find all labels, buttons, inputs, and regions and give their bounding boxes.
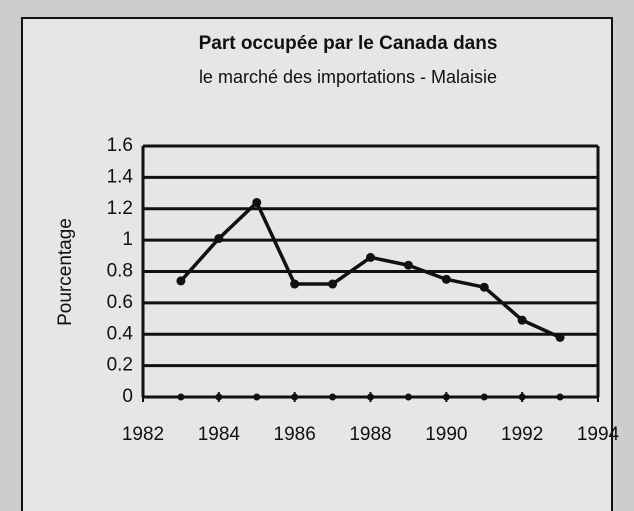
y-tick-label: 0.8: [107, 261, 133, 282]
y-tick-label: 0.4: [107, 323, 134, 344]
y-tick-label: 1.2: [107, 198, 133, 219]
x-axis-dot: [518, 393, 526, 401]
data-point: [366, 252, 375, 262]
x-axis-dot: [442, 393, 450, 401]
y-tick-label: 1.6: [107, 135, 133, 156]
data-point: [252, 197, 262, 207]
x-tick-label: 1988: [349, 424, 391, 445]
x-axis-dot: [404, 393, 412, 401]
data-point: [290, 279, 300, 289]
data-point: [214, 234, 224, 244]
x-tick-label: 1984: [198, 424, 241, 445]
chart-title: Part occupée par le Canada dans: [199, 33, 498, 54]
x-axis-dot: [329, 393, 337, 401]
data-point: [403, 260, 413, 270]
x-tick-label: 1992: [501, 424, 543, 445]
chart-frame: [21, 17, 613, 511]
data-point: [479, 282, 489, 292]
y-tick-label: 0.2: [107, 355, 133, 376]
x-axis-dot: [556, 393, 564, 401]
x-tick-label: 1990: [425, 424, 467, 445]
chart-subtitle: le marché des importations - Malaisie: [199, 67, 497, 87]
x-axis-dot: [367, 393, 374, 401]
y-axis-label: Pourcentage: [55, 218, 76, 326]
y-tick-label: 0.6: [107, 292, 133, 313]
x-tick-label: 1994: [577, 424, 620, 445]
data-point: [517, 315, 527, 325]
data-point: [176, 276, 186, 286]
x-axis-dot: [253, 393, 261, 401]
x-axis-dot: [215, 393, 223, 401]
y-tick-label: 1: [122, 229, 133, 250]
x-axis-dot: [291, 393, 299, 401]
y-tick-label: 0: [122, 386, 133, 407]
x-tick-label: 1982: [122, 424, 164, 445]
x-tick-label: 1986: [274, 424, 316, 445]
x-axis-dot: [177, 393, 185, 401]
x-axis-dot: [480, 393, 488, 401]
data-point: [555, 332, 565, 342]
y-tick-label: 1.4: [107, 166, 134, 187]
data-point: [328, 279, 338, 289]
data-point: [441, 274, 451, 284]
